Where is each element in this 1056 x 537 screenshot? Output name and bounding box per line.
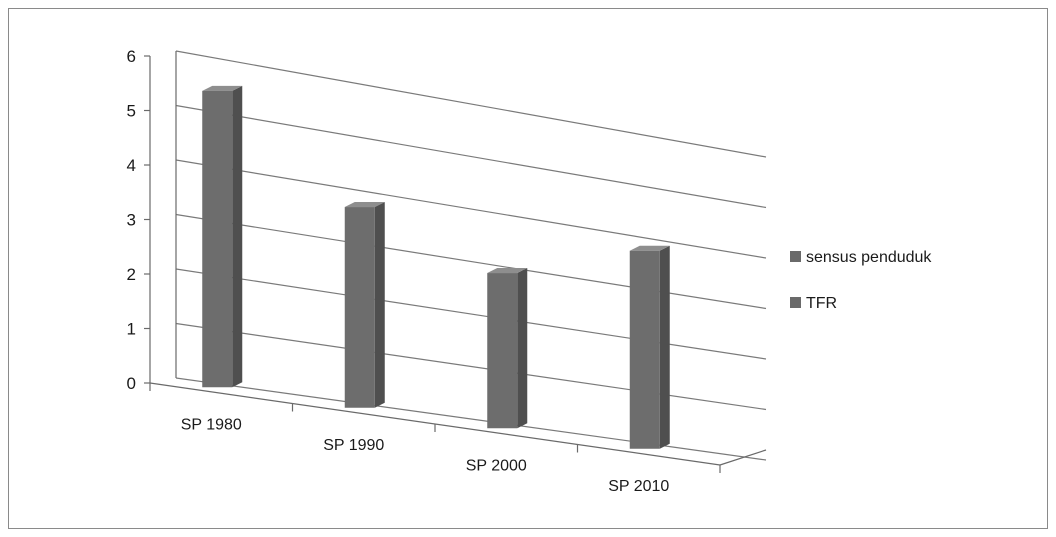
gridline-4 (175, 159, 767, 259)
bar-sp-1990 (344, 202, 385, 408)
bar-front-face (487, 273, 518, 429)
gridlines (175, 50, 767, 461)
bar-top-face (629, 245, 670, 251)
bar-sp-1980 (202, 85, 243, 388)
legend-marker (790, 251, 801, 262)
bar-front-face (202, 90, 233, 388)
bar-side-face (232, 85, 243, 388)
y-axis-ticks: 0 1 2 3 4 5 6 (127, 47, 150, 393)
x-category-label: SP 1980 (181, 416, 242, 433)
bar-side-face (659, 245, 670, 449)
floor-right-edge (719, 449, 767, 466)
legend-label: TFR (806, 295, 837, 312)
bar-top-face (487, 268, 528, 274)
bar-top-face (344, 202, 385, 208)
gridline-0 (175, 377, 767, 461)
gridline-2 (175, 268, 767, 360)
y-tick-label: 6 (127, 47, 136, 66)
bars (202, 85, 670, 449)
chart-frame (8, 8, 1048, 529)
legend-marker (790, 297, 801, 308)
bar-side-face (517, 268, 528, 429)
bar-side-face (374, 202, 385, 408)
legend-label: sensus penduduk (806, 249, 932, 266)
y-tick-label: 2 (127, 265, 136, 284)
legend-item: sensus penduduk (790, 249, 932, 266)
gridline-5 (175, 104, 767, 209)
x-category-label: SP 1990 (323, 437, 384, 454)
y-tick-label: 5 (127, 102, 136, 121)
bar-top-face (202, 85, 243, 91)
gridline-3 (175, 213, 767, 310)
x-category-label: SP 2010 (608, 478, 669, 495)
bar-front-face (629, 250, 660, 449)
bar-sp-2010 (629, 245, 670, 449)
y-tick-label: 3 (127, 211, 136, 230)
y-tick-label: 4 (127, 156, 136, 175)
x-axis-labels: SP 1980 SP 1990 SP 2000 SP 2010 (181, 416, 670, 495)
bar-sp-2000 (487, 268, 528, 429)
y-tick-label: 1 (127, 320, 136, 339)
bar-front-face (344, 207, 375, 408)
legend-item: TFR (790, 295, 837, 312)
gridline-6 (175, 50, 767, 158)
y-tick-label: 0 (127, 374, 136, 393)
gridline-1 (175, 322, 767, 411)
axes (149, 56, 767, 473)
legend: sensus penduduk TFR (790, 249, 932, 312)
x-category-label: SP 2000 (466, 457, 527, 474)
